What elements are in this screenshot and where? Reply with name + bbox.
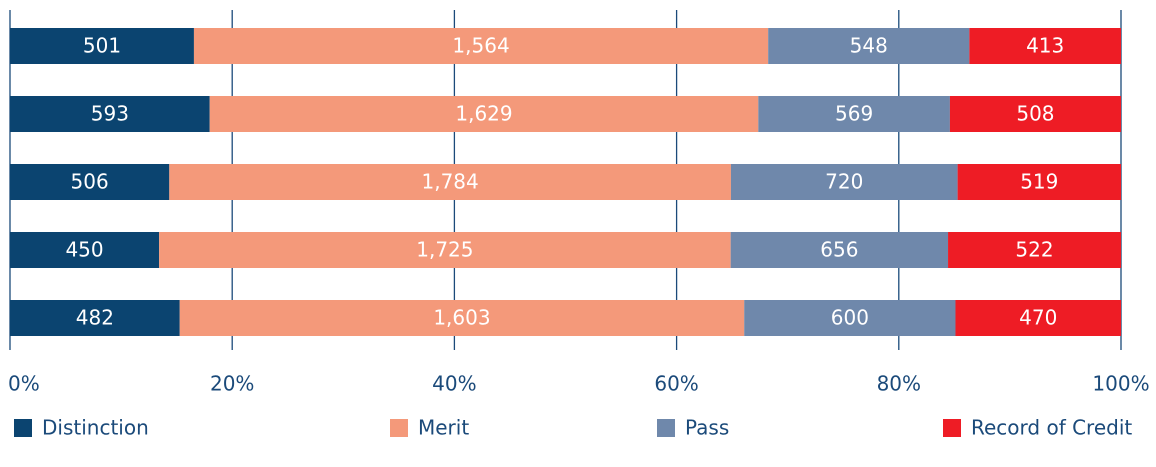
bar-segment: [10, 300, 180, 336]
x-tick-label: 40%: [432, 372, 476, 396]
value-label: 508: [1016, 102, 1054, 126]
bar-segment: [957, 164, 1121, 200]
bar-segment: [949, 96, 1121, 132]
legend-swatch: [14, 419, 32, 437]
bar-segment: [768, 28, 970, 64]
value-label: 569: [835, 102, 873, 126]
bar-segment: [730, 232, 949, 268]
bar-segment: [209, 96, 759, 132]
bar-segment: [955, 300, 1121, 336]
value-label: 1,564: [452, 34, 509, 58]
value-label: 450: [65, 238, 103, 262]
bar-segment: [159, 232, 731, 268]
bar-segment: [758, 96, 950, 132]
legend-label: Record of Credit: [971, 416, 1132, 440]
value-label: 506: [71, 170, 109, 194]
value-label: 501: [83, 34, 121, 58]
bar-segment: [10, 96, 210, 132]
bar-segment: [969, 28, 1121, 64]
x-tick-label: 100%: [1092, 372, 1149, 396]
value-label: 1,784: [421, 170, 478, 194]
legend-swatch: [657, 419, 675, 437]
value-label: 1,725: [416, 238, 473, 262]
bar-segment: [169, 164, 731, 200]
bar-segment: [10, 164, 170, 200]
value-label: 548: [850, 34, 888, 58]
value-label: 519: [1020, 170, 1058, 194]
x-tick-label: 20%: [210, 372, 254, 396]
bar-segment: [948, 232, 1121, 268]
bar-segment: [10, 28, 194, 64]
bar-segment: [193, 28, 769, 64]
x-tick-label: 60%: [654, 372, 698, 396]
value-label: 1,603: [433, 306, 490, 330]
legend-label: Distinction: [42, 416, 149, 440]
value-label: 593: [91, 102, 129, 126]
bar-segment: [179, 300, 745, 336]
x-tick-label: 80%: [877, 372, 921, 396]
bar-segment: [744, 300, 956, 336]
value-label: 1,629: [455, 102, 512, 126]
bar-segment: [10, 232, 160, 268]
legend-label: Pass: [685, 416, 729, 440]
value-label: 470: [1019, 306, 1057, 330]
value-label: 720: [825, 170, 863, 194]
bar-segment: [730, 164, 958, 200]
value-label: 522: [1015, 238, 1053, 262]
value-label: 413: [1026, 34, 1064, 58]
value-label: 482: [76, 306, 114, 330]
x-tick-label: 0%: [8, 372, 40, 396]
legend-swatch: [390, 419, 408, 437]
value-label: 600: [831, 306, 869, 330]
legend-label: Merit: [418, 416, 469, 440]
legend-swatch: [943, 419, 961, 437]
value-label: 656: [820, 238, 858, 262]
